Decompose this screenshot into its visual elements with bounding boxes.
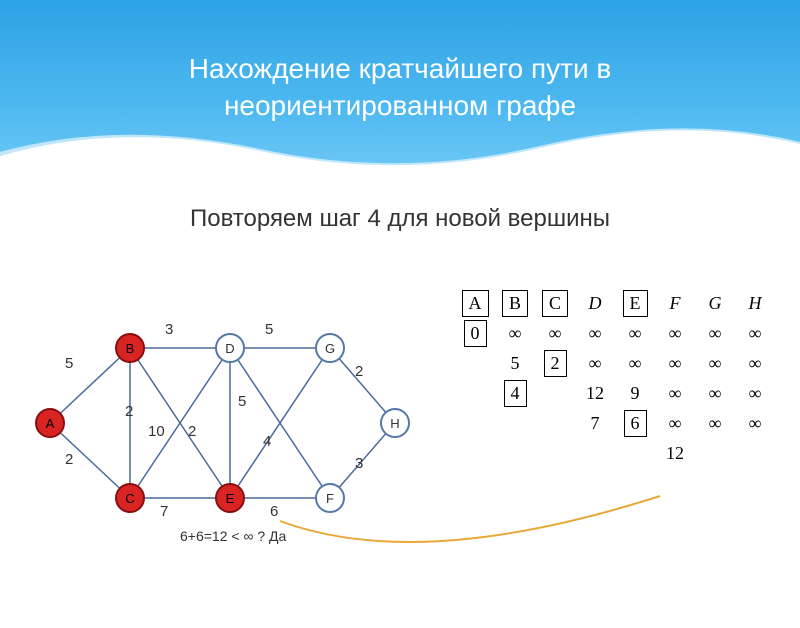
node-G: G bbox=[315, 333, 345, 363]
edge-A-B bbox=[50, 348, 130, 423]
edge-weight: 3 bbox=[165, 321, 173, 338]
node-H: H bbox=[380, 408, 410, 438]
table-cell: ∞ bbox=[735, 318, 775, 348]
table-cell bbox=[455, 348, 495, 378]
graph-edges bbox=[20, 293, 420, 553]
node-E: E bbox=[215, 483, 245, 513]
table-cell: 4 bbox=[495, 378, 535, 408]
edge-weight: 7 bbox=[160, 503, 168, 520]
table-header-B: B bbox=[495, 288, 535, 318]
table-cell: ∞ bbox=[575, 318, 615, 348]
node-D: D bbox=[215, 333, 245, 363]
wave-decoration bbox=[0, 126, 800, 176]
table-cell: ∞ bbox=[695, 378, 735, 408]
table-cell: 9 bbox=[615, 378, 655, 408]
table-cell: 7 bbox=[575, 408, 615, 438]
table-header-A: A bbox=[455, 288, 495, 318]
edge-weight: 2 bbox=[125, 403, 133, 420]
annotation-text: 6+6=12 < ∞ ? Да bbox=[180, 528, 286, 544]
slide-header: Нахождение кратчайшего пути в неориентир… bbox=[0, 0, 800, 175]
table-cell: 6 bbox=[615, 408, 655, 438]
edge-weight: 6 bbox=[270, 503, 278, 520]
graph-diagram: A B C D E F G H 5 2 2 3 10 2 7 5 5 4 6 3 2 bbox=[20, 293, 420, 553]
table-cell bbox=[575, 438, 615, 468]
edge-weight: 5 bbox=[238, 393, 246, 410]
table-cell: ∞ bbox=[695, 318, 735, 348]
table-cell: ∞ bbox=[495, 318, 535, 348]
node-A: A bbox=[35, 408, 65, 438]
table-cell: 12 bbox=[575, 378, 615, 408]
table-cell bbox=[535, 378, 575, 408]
table-cell: 2 bbox=[535, 348, 575, 378]
table-header-F: F bbox=[655, 288, 695, 318]
table-cell bbox=[615, 438, 655, 468]
table-cell bbox=[455, 408, 495, 438]
table-cell bbox=[535, 408, 575, 438]
table-cell: ∞ bbox=[535, 318, 575, 348]
edge-weight: 2 bbox=[65, 451, 73, 468]
node-F: F bbox=[315, 483, 345, 513]
table-cell: 5 bbox=[495, 348, 535, 378]
table-cell: ∞ bbox=[735, 348, 775, 378]
table-cell: ∞ bbox=[655, 378, 695, 408]
table-cell: ∞ bbox=[655, 408, 695, 438]
distance-table: ABCDEFGH0∞∞∞∞∞∞∞52∞∞∞∞∞4129∞∞∞76∞∞∞12 bbox=[455, 288, 775, 468]
edge-weight: 5 bbox=[65, 355, 73, 372]
slide-title: Нахождение кратчайшего пути в неориентир… bbox=[149, 51, 652, 124]
table-cell: ∞ bbox=[735, 408, 775, 438]
table-header-G: G bbox=[695, 288, 735, 318]
table-cell bbox=[695, 438, 735, 468]
table-cell bbox=[735, 438, 775, 468]
edge-weight: 3 bbox=[355, 455, 363, 472]
table-cell bbox=[495, 408, 535, 438]
edge-weight: 4 bbox=[263, 433, 271, 450]
table-cell bbox=[455, 378, 495, 408]
edge-weight: 10 bbox=[148, 423, 165, 440]
table-header-C: C bbox=[535, 288, 575, 318]
edge-A-C bbox=[50, 423, 130, 498]
table-cell: ∞ bbox=[615, 318, 655, 348]
content-area: ABCDEFGH 52231027554632 ABCDEFGH0∞∞∞∞∞∞∞… bbox=[0, 233, 800, 628]
table-cell: ∞ bbox=[655, 348, 695, 378]
table-cell bbox=[455, 438, 495, 468]
table-cell: ∞ bbox=[575, 348, 615, 378]
table-cell: ∞ bbox=[655, 318, 695, 348]
node-C: C bbox=[115, 483, 145, 513]
edge-weight: 2 bbox=[188, 423, 196, 440]
title-line-2: неориентированном графе bbox=[224, 90, 576, 121]
table-cell: ∞ bbox=[695, 408, 735, 438]
table-cell: ∞ bbox=[735, 378, 775, 408]
edge-weight: 2 bbox=[355, 363, 363, 380]
table-cell bbox=[495, 438, 535, 468]
title-line-1: Нахождение кратчайшего пути в bbox=[189, 53, 612, 84]
table-header-H: H bbox=[735, 288, 775, 318]
table-cell: ∞ bbox=[615, 348, 655, 378]
edge-weight: 5 bbox=[265, 321, 273, 338]
table-cell bbox=[535, 438, 575, 468]
table-header-D: D bbox=[575, 288, 615, 318]
table-cell: 12 bbox=[655, 438, 695, 468]
table-header-E: E bbox=[615, 288, 655, 318]
node-B: B bbox=[115, 333, 145, 363]
table-cell: ∞ bbox=[695, 348, 735, 378]
table-cell: 0 bbox=[455, 318, 495, 348]
subtitle: Повторяем шаг 4 для новой вершины bbox=[0, 205, 800, 233]
step-annotation: 6+6=12 < ∞ ? Да bbox=[180, 528, 286, 544]
